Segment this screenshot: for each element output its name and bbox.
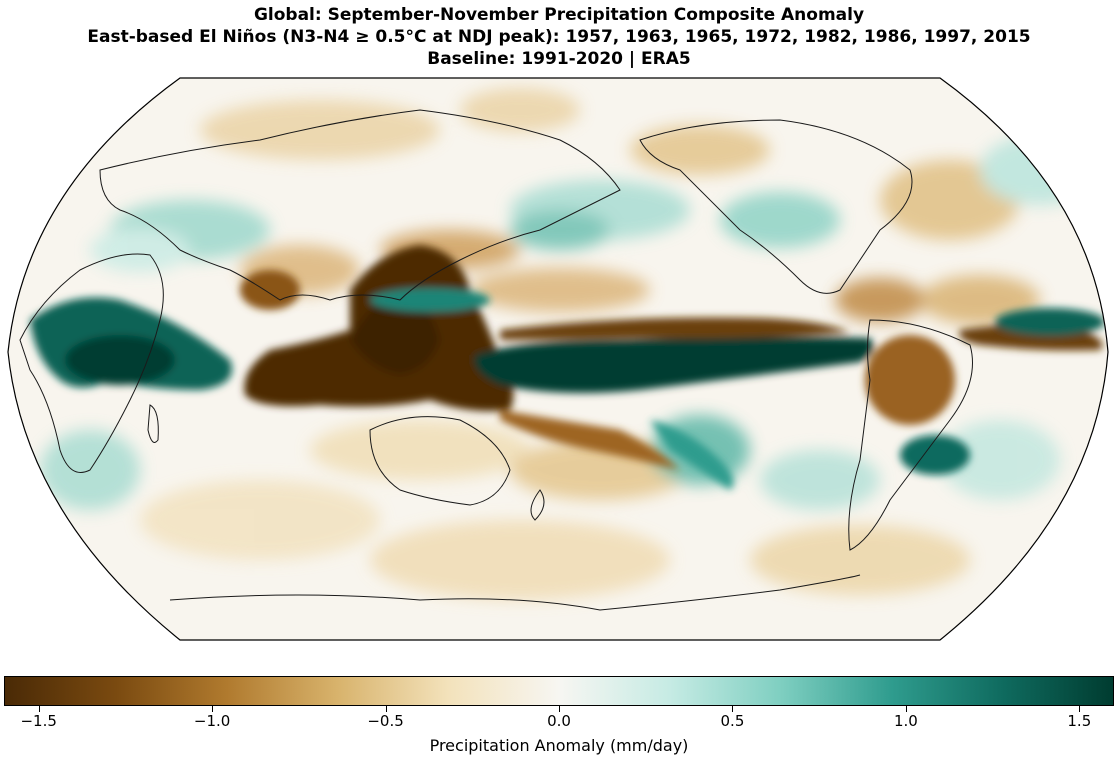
colorbar-tick-mark — [385, 706, 387, 712]
australia-outline — [369, 416, 511, 506]
dry-itcz-north-pacific — [500, 317, 850, 340]
eurasia-outline — [99, 109, 621, 301]
colorbar-tick-mark — [559, 706, 560, 712]
title-line-3: Baseline: 1991-2020 | ERA5 — [427, 49, 691, 69]
antarctica-outline — [169, 574, 861, 611]
precipitation-anomaly-map — [7, 77, 1109, 641]
colorbar-tick-mark — [732, 706, 734, 712]
wet-southeastern-south-america — [900, 435, 970, 475]
coastlines — [19, 109, 973, 611]
madagascar-outline — [147, 404, 159, 443]
colorbar-tick-mark — [212, 706, 214, 712]
colorbar-tick-label: 1.0 — [893, 712, 918, 730]
new-zealand-outline — [530, 489, 545, 521]
dry-northern-south-america — [865, 335, 955, 425]
colorbar-tick-label: 0.5 — [720, 712, 745, 730]
colorbar-tick-label: −1.5 — [20, 712, 57, 730]
colorbar-tick-label: −0.5 — [367, 712, 404, 730]
map-boundary — [7, 77, 1109, 641]
south-america-outline — [848, 319, 973, 551]
colorbar-tick-label: 1.5 — [1067, 712, 1092, 730]
colorbar — [4, 676, 1114, 706]
colorbar-tick-mark — [905, 706, 907, 712]
anomaly-field — [8, 78, 1108, 640]
figure-title: Global: September-November Precipitation… — [0, 4, 1118, 70]
north-america-outline — [639, 119, 913, 294]
title-line-1: Global: September-November Precipitation… — [253, 5, 865, 25]
strong-anomaly-features — [30, 245, 1105, 490]
title-line-2: East-based El Niños (N3-N4 ≥ 0.5°C at ND… — [87, 27, 1031, 47]
colorbar-tick-label: −1.0 — [193, 712, 231, 730]
colorbar-label: Precipitation Anomaly (mm/day) — [429, 736, 689, 755]
africa-outline — [19, 253, 164, 473]
colorbar-tick-label: 0.0 — [547, 712, 571, 730]
colorbar-tick-mark — [1079, 706, 1081, 712]
colorbar-tick-mark — [38, 706, 40, 712]
wet-equatorial-pacific — [474, 336, 874, 394]
